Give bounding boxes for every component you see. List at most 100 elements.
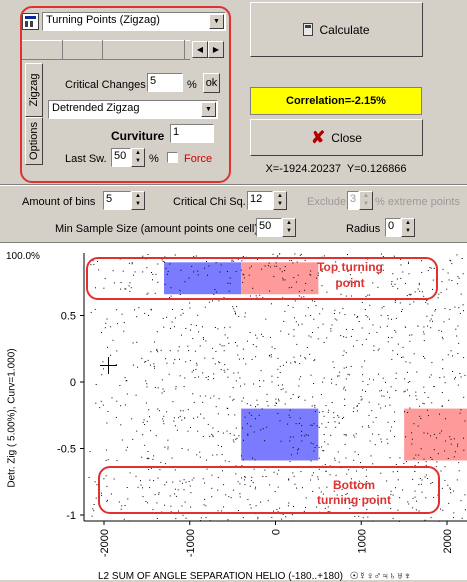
scatter-point xyxy=(384,405,386,407)
scatter-point xyxy=(357,454,359,456)
scatter-point xyxy=(369,294,371,296)
chevron-up-icon[interactable]: ▲ xyxy=(405,220,411,226)
scatter-point xyxy=(126,380,128,382)
scatter-point xyxy=(212,347,214,349)
scatter-point xyxy=(459,412,461,414)
force-checkbox[interactable] xyxy=(167,152,178,163)
scatter-point xyxy=(358,403,360,404)
scatter-point xyxy=(247,499,249,500)
chevron-up-icon[interactable]: ▲ xyxy=(277,193,283,199)
chevron-up-icon[interactable]: ▲ xyxy=(286,220,292,226)
scatter-point xyxy=(278,400,280,402)
chevron-down-icon[interactable]: ▼ xyxy=(135,158,141,164)
scatter-point xyxy=(309,353,311,355)
scatter-point xyxy=(185,517,187,519)
scatter-point xyxy=(294,300,296,302)
calculate-button[interactable]: Calculate xyxy=(250,2,423,57)
scatter-point xyxy=(345,433,347,435)
chevron-down-icon[interactable]: ▼ xyxy=(201,102,216,117)
scatter-point xyxy=(463,396,465,398)
scatter-point xyxy=(197,274,199,276)
scatter-point xyxy=(403,462,405,464)
critical-chi-stepper[interactable]: ▲ ▼ xyxy=(273,191,287,210)
scatter-point xyxy=(394,421,396,423)
scatter-point xyxy=(211,487,213,489)
amount-of-bins-field[interactable]: 5 xyxy=(103,191,131,210)
exclude-stepper[interactable]: ▲ ▼ xyxy=(359,191,373,210)
tab-zigzag[interactable]: Zigzag xyxy=(25,63,43,117)
scatter-point xyxy=(152,509,154,511)
scatter-point xyxy=(193,256,195,258)
scatter-plot[interactable]: -2000 -1000 0 1000 2000 0.5 0 -0.5 -1 xyxy=(0,243,467,581)
scatter-point xyxy=(441,405,443,407)
scatter-point xyxy=(136,341,138,343)
min-sample-field[interactable]: 50 xyxy=(256,218,282,237)
curviture-label: Curviture xyxy=(111,129,165,143)
chart-area[interactable]: -2000 -1000 0 1000 2000 0.5 0 -0.5 -1 100.0% De… xyxy=(0,242,467,582)
scatter-point xyxy=(235,427,237,429)
scatter-point xyxy=(282,384,283,386)
close-button[interactable]: ✘ Close xyxy=(250,119,423,156)
chevron-down-icon[interactable]: ▼ xyxy=(286,228,292,234)
scatter-point xyxy=(305,434,307,436)
radius-field[interactable]: 0 xyxy=(385,218,401,237)
scatter-point xyxy=(192,338,194,340)
scatter-point xyxy=(267,265,269,267)
chevron-down-icon[interactable]: ▼ xyxy=(363,201,369,207)
exclude-field[interactable]: 3 xyxy=(347,191,359,210)
scatter-point xyxy=(202,478,204,480)
radius-stepper[interactable]: ▲ ▼ xyxy=(401,218,415,237)
min-sample-stepper[interactable]: ▲ ▼ xyxy=(282,218,296,237)
chevron-down-icon[interactable]: ▼ xyxy=(277,201,283,207)
critical-chi-field[interactable]: 12 xyxy=(247,191,273,210)
scatter-point xyxy=(284,266,286,268)
scatter-point xyxy=(414,496,416,498)
scroll-right-button[interactable]: ▶ xyxy=(208,41,224,58)
scatter-point xyxy=(362,374,364,376)
scatter-point xyxy=(427,415,429,417)
scatter-point xyxy=(129,282,131,284)
scatter-point xyxy=(244,476,246,477)
chevron-down-icon[interactable]: ▼ xyxy=(405,228,411,234)
tab-options[interactable]: Options xyxy=(25,117,43,165)
scatter-point xyxy=(288,479,290,481)
scatter-point xyxy=(331,378,333,380)
scatter-point xyxy=(378,403,380,405)
scatter-point xyxy=(214,327,216,328)
scatter-point xyxy=(156,518,158,519)
scatter-point xyxy=(241,455,242,457)
scatter-point xyxy=(390,508,392,510)
chevron-up-icon[interactable]: ▲ xyxy=(135,150,141,156)
scatter-point xyxy=(407,371,408,373)
scatter-point xyxy=(322,308,324,310)
critical-changes-field[interactable]: 5 xyxy=(147,73,183,92)
min-sample-label: Min Sample Size (amount points one cell) xyxy=(55,223,258,235)
last-sw-stepper[interactable]: ▲ ▼ xyxy=(131,148,145,167)
scatter-point xyxy=(281,518,283,520)
scatter-point xyxy=(349,274,351,276)
scatter-point xyxy=(249,332,251,333)
chevron-down-icon[interactable]: ▼ xyxy=(135,201,141,207)
scatter-point xyxy=(304,435,306,437)
scatter-point xyxy=(308,335,310,337)
chevron-up-icon[interactable]: ▲ xyxy=(363,193,369,199)
curviture-field[interactable]: 1 xyxy=(170,124,214,143)
scroll-left-button[interactable]: ◀ xyxy=(192,41,208,58)
ok-button[interactable]: ok xyxy=(203,73,220,93)
scatter-point xyxy=(194,350,196,352)
scatter-point xyxy=(314,359,316,361)
scatter-point xyxy=(394,300,396,302)
scatter-point xyxy=(338,270,340,272)
scatter-point xyxy=(123,330,125,332)
last-sw-field[interactable]: 50 xyxy=(111,148,131,167)
scatter-point xyxy=(125,380,127,382)
scatter-point xyxy=(444,308,446,309)
chevron-up-icon[interactable]: ▲ xyxy=(135,193,141,199)
scatter-point xyxy=(277,486,279,488)
scatter-point xyxy=(293,475,295,477)
scatter-point xyxy=(350,365,352,367)
method-select[interactable]: Turning Points (Zigzag) ▼ xyxy=(42,12,226,31)
scatter-point xyxy=(235,271,237,273)
trend-select[interactable]: Detrended Zigzag ▼ xyxy=(48,100,218,119)
amount-of-bins-stepper[interactable]: ▲ ▼ xyxy=(131,191,145,210)
